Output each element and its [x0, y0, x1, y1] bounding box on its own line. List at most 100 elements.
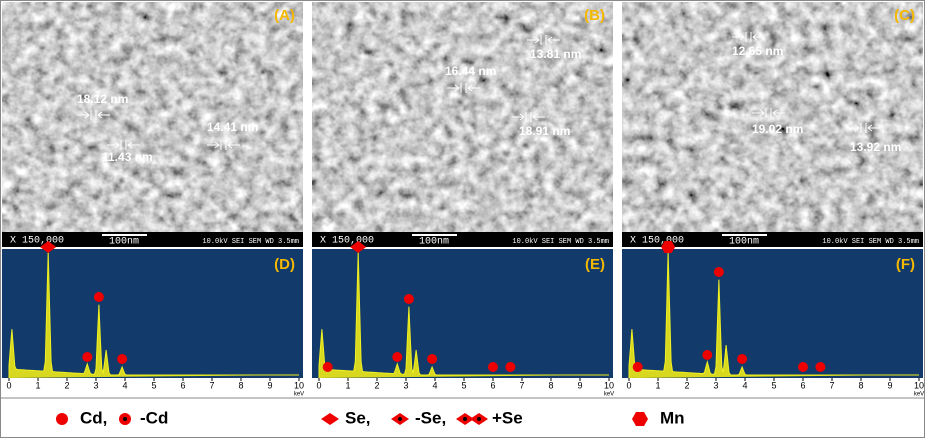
- peak-marker: [427, 354, 438, 364]
- peak-marker: [505, 362, 516, 372]
- spectrum-line: [628, 251, 919, 378]
- sem-image: [2, 2, 303, 232]
- legend-symbol-dot: [123, 417, 127, 421]
- measurement: 11.43 nm: [102, 150, 153, 164]
- tick-label: 10: [914, 380, 924, 390]
- scale: 100nm: [109, 237, 139, 248]
- panel-label: (E): [585, 256, 605, 273]
- panel-label: (A): [274, 7, 295, 24]
- axis-strip: [2, 378, 303, 396]
- magnification: X 150,000: [320, 236, 374, 247]
- spectrum-line: [8, 251, 299, 378]
- peak-marker: [392, 352, 403, 362]
- tick-label: 2: [374, 380, 379, 390]
- peak-marker: [661, 241, 676, 253]
- peak-marker: [322, 361, 333, 372]
- sem-footer: [622, 232, 923, 247]
- tick-label: 1: [35, 380, 40, 390]
- tick-label: 7: [829, 380, 834, 390]
- legend-label: -Se,: [415, 408, 446, 427]
- scale: 100nm: [729, 237, 759, 248]
- measure-arrows: [207, 140, 240, 150]
- peak-marker: [40, 241, 57, 253]
- tick-label: 7: [519, 380, 524, 390]
- measurement: 12.65 nm: [732, 44, 783, 58]
- sem-footer: [2, 232, 303, 247]
- peak-marker: [737, 354, 748, 364]
- tick-label: 3: [713, 380, 718, 390]
- measurement: 14.41 nm: [207, 120, 258, 134]
- measurement: 13.81 nm: [530, 47, 581, 61]
- measure-arrows: [107, 140, 140, 150]
- peak-marker: [350, 241, 367, 253]
- tick-label: 2: [64, 380, 69, 390]
- sem-footer: [312, 232, 613, 247]
- tick-label: 4: [742, 380, 747, 390]
- tick-label: 3: [93, 380, 98, 390]
- tick-label: 1: [345, 380, 350, 390]
- tick-label: 4: [122, 380, 127, 390]
- tick-label: 6: [490, 380, 495, 390]
- measure-arrows: [512, 112, 545, 122]
- panel-label: (D): [274, 256, 295, 273]
- magnification: X 150,000: [630, 236, 684, 247]
- legend-label: -Cd: [140, 408, 168, 427]
- scale: 100nm: [419, 237, 449, 248]
- tick-label: 9: [267, 380, 272, 390]
- tick-label: 8: [858, 380, 863, 390]
- tick-label: 8: [238, 380, 243, 390]
- axis-strip: [622, 378, 923, 396]
- legend-label: Mn: [660, 408, 685, 427]
- sem-image: [622, 2, 923, 232]
- axis-unit: keV: [914, 392, 924, 398]
- tick-label: 8: [548, 380, 553, 390]
- measurement: 16.44 nm: [445, 64, 496, 78]
- peak-marker: [82, 352, 93, 362]
- conditions: 10.0kV SEI SEM WD 3.5mm: [822, 238, 919, 246]
- tick-label: 1: [655, 380, 660, 390]
- axis-strip: [312, 378, 613, 396]
- panel-label: (F): [896, 256, 915, 273]
- axis-unit: keV: [604, 392, 614, 398]
- tick-label: 5: [771, 380, 776, 390]
- peak-marker: [117, 354, 128, 364]
- tick-label: 7: [209, 380, 214, 390]
- panel-label: (C): [894, 7, 915, 24]
- tick-label: 4: [432, 380, 437, 390]
- legend-label: Se,: [345, 408, 371, 427]
- legend-symbol-dot: [463, 417, 467, 421]
- peak-marker: [713, 267, 724, 277]
- tick-label: 9: [577, 380, 582, 390]
- peak-marker: [702, 350, 713, 360]
- tick-label: 3: [403, 380, 408, 390]
- measurement: 19.02 nm: [752, 122, 803, 136]
- measure-arrows: [77, 110, 110, 120]
- legend-symbol: [56, 413, 68, 425]
- tick-label: 10: [294, 380, 304, 390]
- peak-marker: [93, 292, 104, 302]
- measure-arrows: [527, 35, 560, 45]
- peak-marker: [488, 362, 498, 372]
- tick-label: 2: [684, 380, 689, 390]
- sem-image: [312, 2, 613, 232]
- legend-label: +Se: [492, 408, 523, 427]
- measure-arrows: [847, 123, 880, 133]
- measure-arrows: [732, 32, 765, 42]
- measure-arrows: [447, 83, 480, 93]
- peak-marker: [632, 361, 643, 372]
- tick-label: 6: [180, 380, 185, 390]
- legend-symbol: [632, 412, 648, 426]
- peak-marker: [403, 294, 414, 304]
- measurement: 18.12 nm: [77, 92, 128, 106]
- legend-symbol-dot: [477, 417, 481, 421]
- legend-symbol: [321, 413, 339, 425]
- conditions: 10.0kV SEI SEM WD 3.5mm: [512, 238, 609, 246]
- peak-marker: [815, 362, 826, 372]
- peak-marker: [798, 362, 808, 372]
- tick-label: 6: [800, 380, 805, 390]
- measure-arrows: [752, 108, 785, 118]
- axis-unit: keV: [294, 392, 304, 398]
- legend-symbol-dot: [398, 417, 402, 421]
- measurement: 18.91 nm: [519, 124, 570, 138]
